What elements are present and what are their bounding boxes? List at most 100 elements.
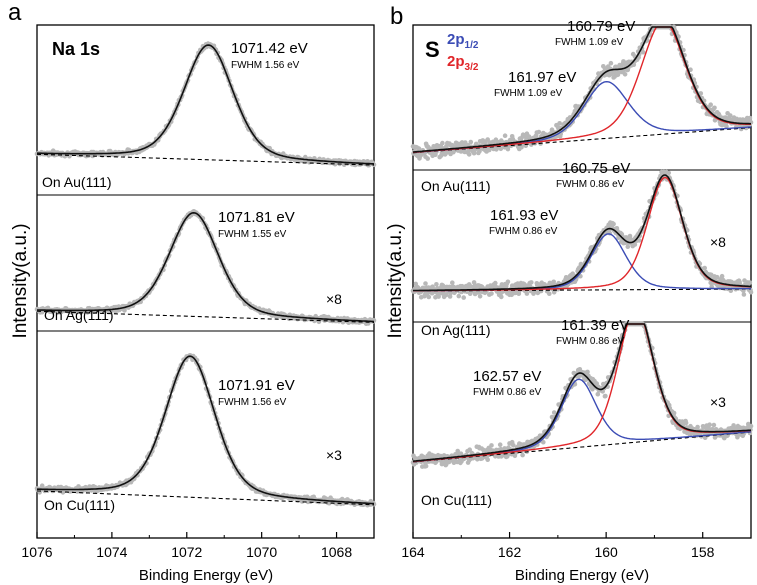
- panel-b-spectrum-2-peak-1-energy: 161.93 eV: [490, 207, 558, 224]
- panel-a-x-tick-label-1072: 1072: [171, 544, 202, 560]
- data-point: [688, 67, 693, 72]
- panel-a-spectrum-3-fit: [37, 355, 374, 505]
- data-point: [440, 140, 445, 146]
- data-point: [711, 422, 717, 428]
- panel-b-x-tick-label-160: 160: [594, 544, 618, 560]
- panel-a-frame: [36, 24, 375, 539]
- data-point: [640, 49, 646, 55]
- data-point: [547, 291, 552, 297]
- panel-a-spectrum-3: 1071.91 eV FWHM 1.56 eV ×3 On Cu(111): [34, 353, 377, 513]
- panel-a-x-tick-label-1074: 1074: [96, 544, 127, 560]
- data-point: [434, 282, 439, 287]
- data-point: [671, 410, 677, 416]
- data-point: [536, 129, 542, 135]
- panel-b-x-axis: 164 162 160 158: [401, 532, 752, 560]
- data-point: [594, 381, 599, 386]
- panel-b-spectrum-1-fit: [412, 26, 751, 153]
- panel-b-spectrum-1-substrate: On Au(111): [421, 178, 491, 194]
- data-point: [707, 422, 712, 428]
- data-point: [541, 439, 546, 445]
- panel-b-x-tick-label-164: 164: [401, 544, 425, 560]
- data-point: [636, 238, 642, 243]
- data-point: [735, 434, 740, 440]
- data-point: [728, 113, 733, 118]
- panel-b-spectrum-1: 160.79 eV FWHM 1.09 eV 161.97 eV FWHM 1.…: [410, 18, 754, 194]
- data-point: [719, 273, 725, 279]
- panel-b-x-tick-label-158: 158: [691, 544, 715, 560]
- data-point: [467, 447, 473, 453]
- data-point: [499, 294, 504, 300]
- panel-a-spectrum-2-multiplier: ×8: [326, 291, 342, 307]
- data-point: [416, 146, 422, 151]
- panel-b-spectrum-3-peak-1-fwhm: FWHM 0.86 eV: [473, 387, 542, 398]
- panel-b-spectrum-1-peak-2-energy: 160.79 eV: [567, 18, 635, 35]
- data-point: [698, 91, 704, 96]
- data-point: [683, 420, 689, 426]
- panel-b-spectrum-1-peak-1-fwhm: FWHM 1.09 eV: [494, 88, 563, 99]
- panel-b-spectrum-3-peak-2-energy: 161.39 eV: [561, 317, 629, 334]
- panel-a-spectrum-3-substrate: On Cu(111): [44, 497, 115, 513]
- data-point: [557, 121, 562, 126]
- data-point: [497, 442, 503, 448]
- panel-b-spectrum-2-multiplier: ×8: [710, 234, 726, 250]
- data-point: [551, 410, 557, 415]
- panel-b-spectrum-2-peak-1-fwhm: FWHM 0.86 eV: [489, 226, 558, 237]
- panel-a-x-axis-label: Binding Energy (eV): [139, 567, 273, 584]
- panel-a-title: Na 1s: [52, 39, 100, 59]
- panel-a-x-tick-label-1068: 1068: [321, 544, 352, 560]
- panel-b-spectrum-2-fit: [413, 174, 751, 292]
- data-point: [477, 294, 483, 299]
- panel-a-spectrum-1: 1071.42 eV FWHM 1.56 eV On Au(111): [34, 40, 377, 190]
- panel-b-x-tick-label-162: 162: [498, 544, 522, 560]
- panel-a-spectrum-1-peak-energy: 1071.42 eV: [231, 40, 308, 57]
- data-point: [502, 446, 507, 451]
- panel-a: a Na 1s Binding Energy (eV) Intensity(a.…: [8, 0, 377, 584]
- panel-a-spectrum-1-substrate: On Au(111): [42, 174, 112, 190]
- panel-a-y-axis-label: Intensity(a.u.): [10, 223, 31, 338]
- data-point: [585, 369, 590, 375]
- data-point: [622, 72, 628, 77]
- panel-b-spectrum-1-peak-2-fwhm: FWHM 1.09 eV: [555, 37, 624, 48]
- panel-a-spectrum-3-peak-energy: 1071.91 eV: [218, 377, 295, 394]
- data-point: [603, 393, 608, 399]
- data-point: [502, 133, 508, 138]
- data-point: [489, 443, 494, 448]
- panel-b-spectrum-3-peak-1-energy: 162.57 eV: [473, 368, 541, 385]
- panel-b-label: b: [390, 3, 403, 30]
- data-point: [456, 293, 462, 299]
- data-point: [76, 484, 81, 489]
- data-point: [747, 280, 753, 285]
- data-point: [724, 124, 729, 129]
- panel-b-spectrum-2-peak-2-fwhm: FWHM 0.86 eV: [556, 179, 625, 190]
- panel-a-spectrum-1-fit: [37, 44, 375, 165]
- data-point: [600, 389, 605, 394]
- panel-b-title: S: [425, 37, 440, 62]
- data-point: [595, 391, 601, 397]
- panel-b-spectrum-3-substrate: On Cu(111): [421, 492, 492, 508]
- panel-a-spectrum-1-data-points: [34, 41, 377, 168]
- panel-b-spectrum-1-peak-1-energy: 161.97 eV: [508, 69, 576, 86]
- data-point: [489, 291, 494, 296]
- panel-a-spectrum-2-peak-energy: 1071.81 eV: [218, 209, 295, 226]
- panel-a-spectrum-2-background: [37, 310, 374, 323]
- data-point: [520, 452, 525, 458]
- data-point: [485, 457, 491, 463]
- data-point: [466, 152, 472, 157]
- data-point: [524, 291, 530, 296]
- data-point: [748, 289, 754, 295]
- data-point: [426, 294, 432, 300]
- data-point: [741, 292, 747, 297]
- data-point: [505, 146, 511, 152]
- data-point: [529, 280, 534, 285]
- panel-a-label: a: [8, 0, 22, 26]
- data-point: [708, 102, 713, 107]
- panel-b-y-axis-label: Intensity(a.u.): [385, 223, 406, 338]
- data-point: [447, 294, 453, 299]
- data-point: [613, 64, 619, 70]
- data-point: [505, 279, 511, 285]
- panel-b-spectrum-3-fit: [412, 323, 752, 462]
- panel-a-x-tick-label-1070: 1070: [246, 544, 277, 560]
- panel-a-spectrum-2-substrate: On Ag(111): [44, 307, 114, 323]
- data-point: [702, 265, 707, 271]
